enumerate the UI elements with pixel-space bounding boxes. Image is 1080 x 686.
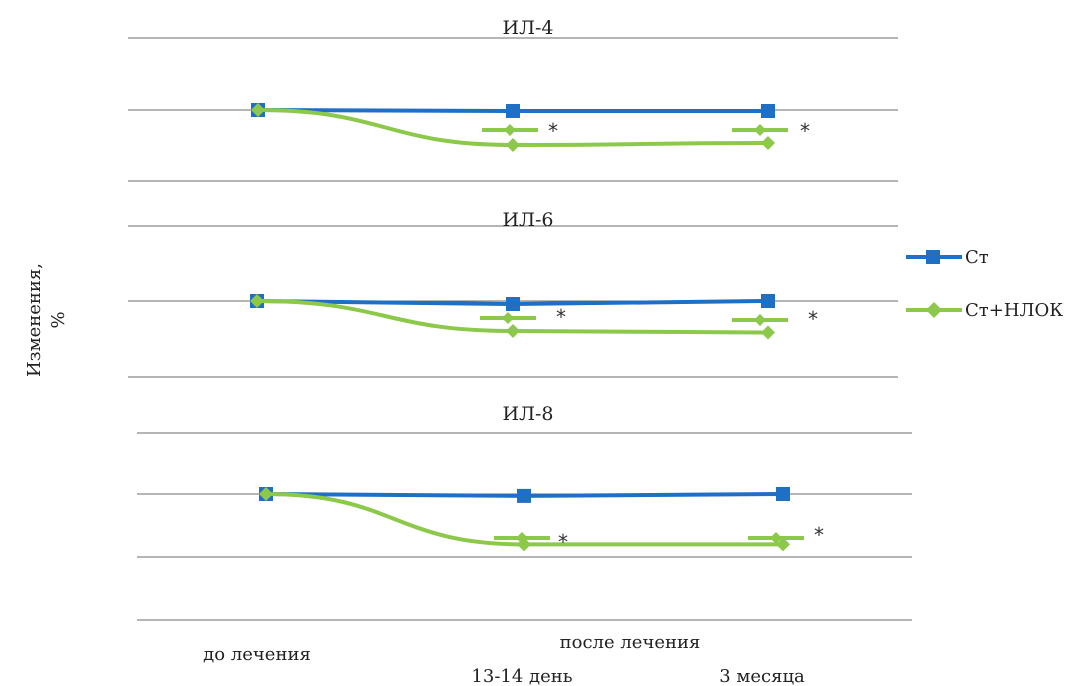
point-p3-st-2 xyxy=(517,488,531,503)
significance-star-p1-2: * xyxy=(548,119,558,143)
significance-star-p2-3: * xyxy=(808,307,818,331)
legend-entry-st-nlok: Ст+НЛОК xyxy=(906,300,1063,321)
y-axis-title: Изменения, % xyxy=(24,263,69,377)
errorbar-marker-p3-2 xyxy=(516,532,528,544)
errorbar-marker-p2-2 xyxy=(502,312,514,324)
significance-star-p3-3: * xyxy=(814,523,824,547)
legend-label-st-nlok: Ст+НЛОК xyxy=(965,300,1063,321)
point-p2-st-nlok-2 xyxy=(506,324,520,338)
x-label-day: 13-14 день xyxy=(471,666,572,686)
point-p1-st-3 xyxy=(761,104,775,118)
series-layer xyxy=(250,103,790,552)
point-p1-st-2 xyxy=(506,104,520,118)
errorbar-marker-p3-3 xyxy=(770,532,782,544)
legend-label-st: Ст xyxy=(965,247,989,268)
significance-layer: * * * * * * xyxy=(480,119,824,554)
point-p3-st-nlok-3 xyxy=(776,537,790,552)
point-p3-st-3 xyxy=(776,487,790,501)
point-p1-st-nlok-1 xyxy=(251,103,265,117)
point-p2-st-nlok-3 xyxy=(761,325,775,340)
x-label-group: после лечения xyxy=(560,632,701,653)
x-label-baseline: до лечения xyxy=(203,644,311,665)
y-axis-label-line2: % xyxy=(48,311,69,328)
x-label-month: 3 месяца xyxy=(719,666,805,686)
significance-star-p2-2: * xyxy=(556,305,566,329)
panel-title-il4: ИЛ-4 xyxy=(503,17,554,39)
legend: Ст Ст+НЛОК xyxy=(906,247,1063,321)
errorbar-marker-p1-2 xyxy=(504,124,516,136)
significance-star-p3-2: * xyxy=(558,530,568,554)
point-p1-st-nlok-2 xyxy=(506,138,520,152)
point-p2-st-2 xyxy=(506,297,520,311)
significance-star-p1-3: * xyxy=(800,119,810,143)
gridlines xyxy=(128,37,912,621)
x-axis-labels: до лечения после лечения 13-14 день 3 ме… xyxy=(203,632,805,686)
legend-marker-st-nlok xyxy=(926,302,942,318)
point-p3-st-nlok-1 xyxy=(259,487,273,501)
panel-title-il6: ИЛ-6 xyxy=(503,209,554,231)
point-p2-st-nlok-1 xyxy=(250,294,264,308)
errorbar-marker-p2-3 xyxy=(754,314,766,326)
legend-entry-st: Ст xyxy=(906,247,989,268)
point-p2-st-3 xyxy=(761,294,775,308)
panel-title-il8: ИЛ-8 xyxy=(503,403,554,425)
panel-titles: ИЛ-4 ИЛ-6 ИЛ-8 xyxy=(503,17,554,425)
legend-marker-st xyxy=(926,250,940,264)
point-p1-st-nlok-3 xyxy=(761,136,775,150)
errorbar-marker-p1-3 xyxy=(754,124,766,136)
y-axis-label-line1: Изменения, xyxy=(24,263,45,377)
